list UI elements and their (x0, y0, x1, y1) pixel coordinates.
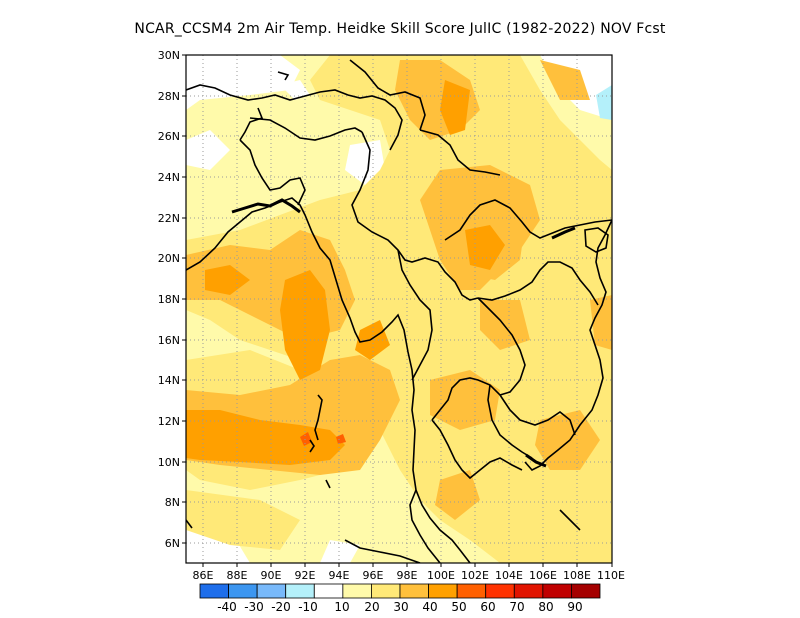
colorbar-label: 50 (451, 600, 466, 614)
colorbar-label: -40 (217, 600, 237, 614)
chart-title: NCAR_CCSM4 2m Air Temp. Heidke Skill Sco… (134, 21, 666, 37)
lat-label: 20N (158, 252, 180, 265)
colorbar-swatch (513, 583, 544, 599)
lat-label: 18N (158, 293, 180, 306)
lon-label: 86E (193, 569, 214, 582)
colorbar-swatch (342, 583, 372, 599)
colorbar-swatch (371, 583, 401, 599)
lon-label: 100E (427, 569, 455, 582)
lon-label: 110E (597, 569, 625, 582)
lon-label: 108E (563, 569, 591, 582)
colorbar-label: -10 (298, 600, 318, 614)
colorbar-swatch (313, 583, 344, 599)
lat-label: 24N (158, 171, 180, 184)
lon-label: 98E (397, 569, 418, 582)
lat-label: 16N (158, 334, 180, 347)
lat-label: 8N (165, 496, 180, 509)
colorbar-label: 90 (567, 600, 582, 614)
colorbar-label: 70 (509, 600, 524, 614)
lat-label: 28N (158, 90, 180, 103)
lat-label: 6N (165, 537, 180, 550)
map-area (186, 55, 612, 563)
lat-label: 22N (158, 212, 180, 225)
field-cyan (596, 85, 612, 120)
colorbar-label: 30 (393, 600, 408, 614)
lat-label: 26N (158, 130, 180, 143)
colorbar-label: 10 (334, 600, 349, 614)
coastlines-borders (186, 59, 612, 563)
tick-marks (182, 54, 613, 567)
colorbar-swatch (399, 583, 429, 599)
lat-label: 14N (158, 374, 180, 387)
colorbar-label: 20 (364, 600, 379, 614)
colorbar-swatch (428, 583, 458, 599)
lon-label: 94E (329, 569, 350, 582)
colorbar-label: 40 (422, 600, 437, 614)
colorbar-label: -20 (271, 600, 291, 614)
colorbar-swatch (485, 583, 515, 599)
colorbar-swatch (285, 583, 315, 599)
lon-label: 106E (529, 569, 557, 582)
lat-tick-labels: 30N 28N 26N 24N 22N 20N 18N 16N 14N 12N … (158, 49, 180, 550)
lat-label: 30N (158, 49, 180, 62)
lon-label: 90E (261, 569, 282, 582)
colorbar-swatch (571, 583, 601, 599)
lat-label: 10N (158, 456, 180, 469)
delta-coasts (231, 198, 576, 468)
colorbar-swatch (456, 583, 487, 599)
lon-label: 92E (295, 569, 316, 582)
lon-label: 104E (495, 569, 523, 582)
lat-label: 12N (158, 415, 180, 428)
lon-label: 88E (227, 569, 248, 582)
colorbar-label: 80 (538, 600, 553, 614)
colorbar (199, 583, 601, 599)
colorbar-swatch (542, 583, 572, 599)
colorbar-label: 60 (480, 600, 495, 614)
colorbar-labels: -40 -30 -20 -10 10 20 30 40 50 60 70 80 … (217, 600, 582, 614)
colorbar-swatch (256, 583, 287, 599)
lon-label: 96E (363, 569, 384, 582)
lon-tick-labels: 86E 88E 90E 92E 94E 96E 98E 100E 102E 10… (193, 569, 625, 582)
lon-label: 102E (461, 569, 489, 582)
colorbar-swatch (199, 583, 229, 599)
map-frame (185, 54, 613, 564)
colorbar-swatch (228, 583, 258, 599)
field-level-60 (300, 432, 346, 446)
colorbar-label: -30 (244, 600, 264, 614)
